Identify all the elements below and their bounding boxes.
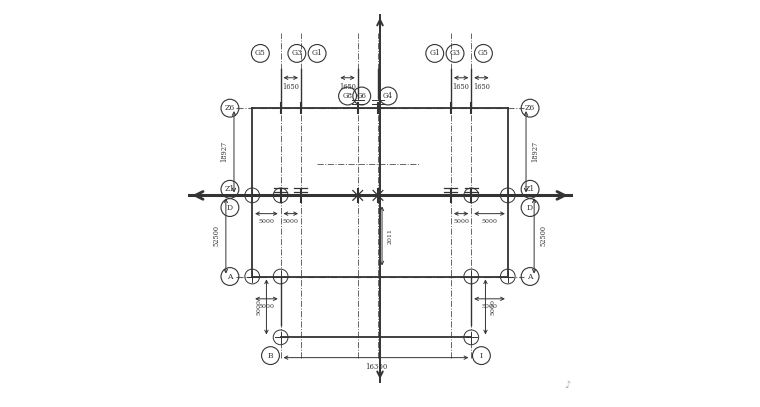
Text: 1650: 1650: [282, 83, 299, 91]
Text: 2011: 2011: [388, 228, 392, 244]
Text: 5000: 5000: [283, 219, 299, 224]
Text: G3: G3: [291, 49, 302, 57]
Text: Z6: Z6: [225, 104, 235, 112]
Text: G4: G4: [383, 92, 393, 100]
Text: B: B: [268, 352, 274, 360]
Text: G6: G6: [356, 92, 367, 100]
Text: G1: G1: [429, 49, 440, 57]
Text: 5000: 5000: [258, 219, 274, 224]
Text: 5000: 5000: [482, 304, 498, 309]
Text: G5: G5: [255, 49, 266, 57]
Text: 5000: 5000: [453, 219, 469, 224]
Text: G3: G3: [449, 49, 461, 57]
Text: Z6: Z6: [525, 104, 535, 112]
Text: 1650: 1650: [453, 83, 470, 91]
Text: 52500: 52500: [540, 225, 547, 247]
Text: 5000: 5000: [491, 299, 496, 315]
Text: 52500: 52500: [213, 225, 220, 247]
Text: A: A: [527, 273, 533, 280]
Text: G1: G1: [312, 49, 322, 57]
Text: 16300: 16300: [365, 363, 387, 371]
Text: 1650: 1650: [339, 83, 356, 91]
Text: 5000: 5000: [482, 219, 498, 224]
Text: I: I: [480, 352, 483, 360]
Text: A: A: [227, 273, 233, 280]
Text: Z1: Z1: [225, 185, 235, 193]
Text: 1650: 1650: [473, 83, 490, 91]
Text: Z1: Z1: [525, 185, 535, 193]
Text: 5000: 5000: [256, 299, 261, 315]
Text: ♪: ♪: [565, 380, 571, 390]
Text: 18927: 18927: [531, 141, 540, 162]
Text: G5: G5: [478, 49, 489, 57]
Text: D: D: [227, 204, 233, 212]
Text: 5000: 5000: [258, 304, 274, 309]
Text: D: D: [527, 204, 533, 212]
Text: G8: G8: [343, 92, 353, 100]
Text: 18927: 18927: [220, 141, 229, 162]
